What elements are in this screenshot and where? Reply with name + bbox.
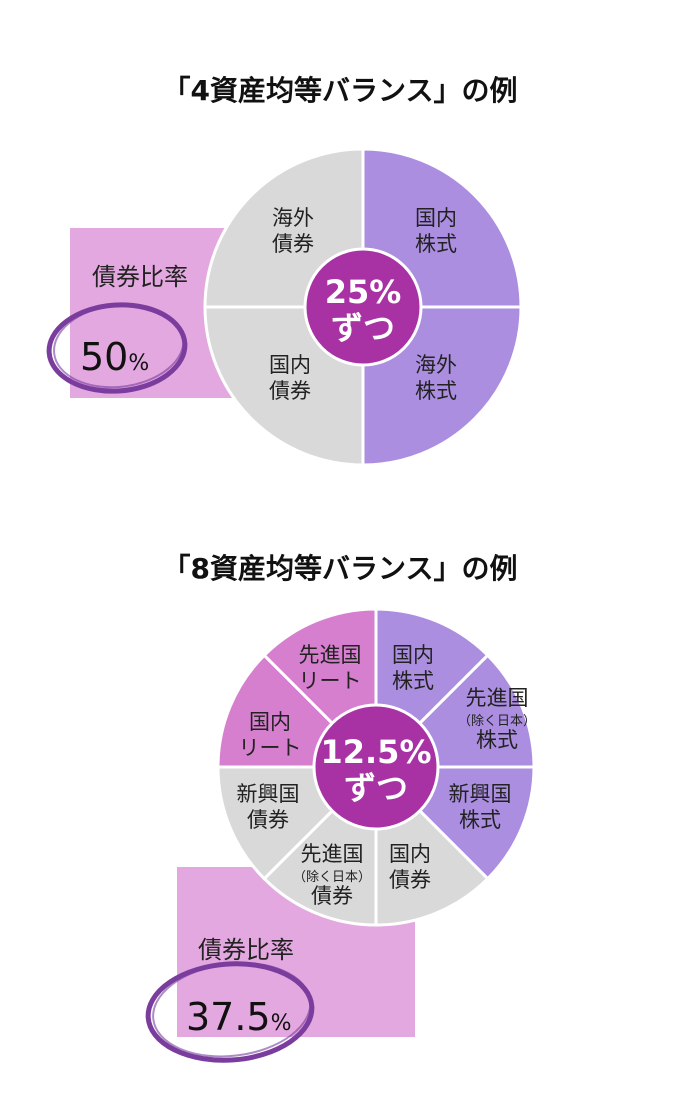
slice-label: 新興国 [237, 782, 300, 806]
center-label: 12.5% [320, 733, 431, 771]
slice-label: 債券 [389, 868, 431, 892]
highlight-ring-stroke [53, 303, 185, 389]
slice-label: 株式 [476, 728, 518, 752]
slice-label: 株式 [415, 232, 457, 256]
bond-ratio-value: 37.5% [186, 995, 292, 1039]
slice-label: 国内 [269, 353, 311, 377]
slice-label: 国内 [392, 643, 434, 667]
slice-label: リート [299, 669, 362, 693]
slice-label: 株式 [459, 808, 501, 832]
slice-label: リート [239, 736, 302, 760]
slice-label: 新興国 [449, 782, 512, 806]
slice-label: 先進国 [301, 842, 364, 866]
slice-label: 海外 [415, 353, 457, 377]
bond-ratio-number: 37.5 [186, 995, 271, 1039]
center-circle [312, 703, 440, 831]
chart-title: 「4資産均等バランス」の例 [163, 74, 518, 107]
slice-label: 国内 [249, 710, 291, 734]
bond-ratio-unit: % [128, 351, 149, 376]
slice-label: （除く日本） [458, 714, 536, 729]
slice-label: 債券 [247, 808, 289, 832]
slice-label: 債券 [311, 884, 353, 908]
bond-ratio-value: 50% [80, 335, 149, 379]
slice-label: 海外 [272, 206, 314, 230]
slice-label: 国内 [415, 206, 457, 230]
slice-label: 株式 [392, 669, 434, 693]
bond-ratio-number: 50 [80, 335, 128, 379]
bond-ratio-label: 債券比率 [198, 936, 294, 964]
slice-label: 先進国 [299, 643, 362, 667]
center-label: ずつ [331, 309, 395, 347]
slice-label: 債券 [269, 379, 311, 403]
center-label: 25% [325, 273, 402, 311]
slice-label: 国内 [389, 842, 431, 866]
slice-label: 株式 [415, 379, 457, 403]
bond-ratio-unit: % [271, 1011, 292, 1036]
chart-title: 「8資産均等バランス」の例 [163, 552, 518, 585]
slice-label: （除く日本） [293, 870, 371, 885]
highlight-ring-stroke [152, 962, 312, 1058]
center-circle [303, 247, 423, 367]
slice-label: 先進国 [466, 686, 529, 710]
center-label: ずつ [344, 769, 408, 807]
bond-ratio-label: 債券比率 [92, 263, 188, 291]
slice-label: 債券 [272, 232, 314, 256]
